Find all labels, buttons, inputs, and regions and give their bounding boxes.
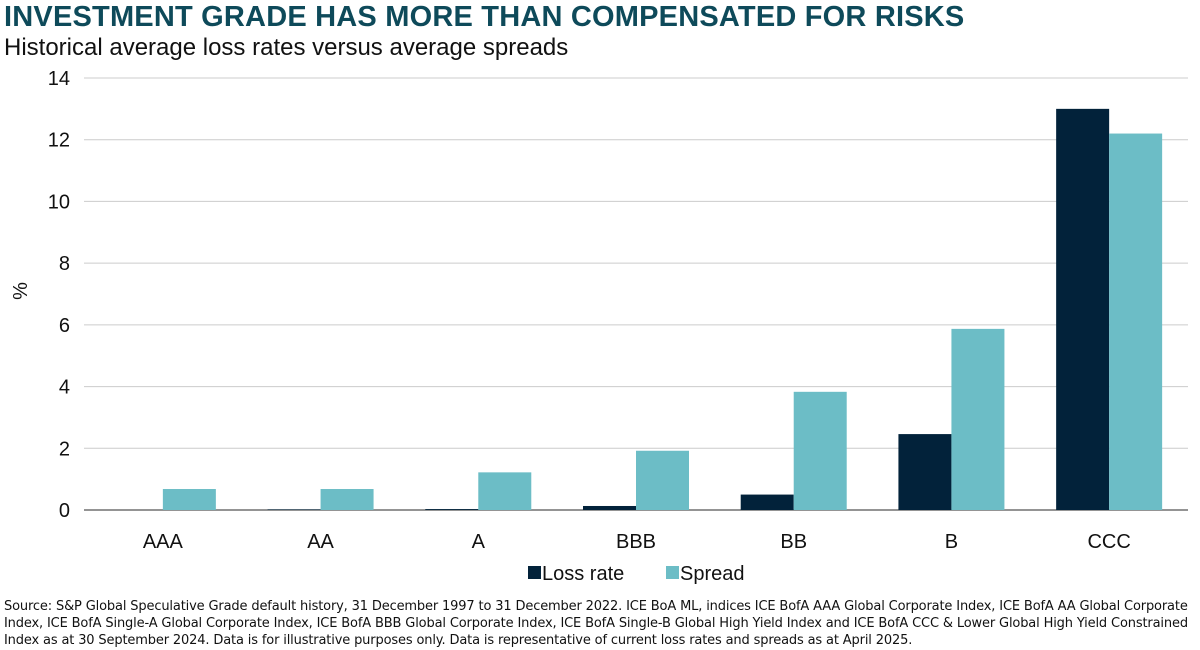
y-tick-label: 4 (59, 377, 70, 399)
x-tick-label: AA (307, 531, 334, 553)
bar-spread-bbb (636, 450, 689, 510)
x-tick-label: AAA (143, 531, 184, 553)
x-tick-label: A (472, 531, 486, 553)
y-tick-label: 0 (59, 500, 70, 522)
legend-swatch-spread (666, 566, 679, 579)
bar-spread-aaa (162, 489, 216, 510)
bar-spread-bb (793, 391, 847, 510)
y-tick-label: 14 (48, 68, 70, 90)
source-note: Source: S&P Global Speculative Grade def… (4, 599, 1188, 648)
legend: Loss rate Spread (528, 563, 745, 585)
legend-swatch-loss-rate (528, 566, 541, 579)
bar-loss-rate-b (898, 434, 952, 510)
legend-label-loss-rate: Loss rate (542, 563, 624, 585)
bar-loss-rate-aa (267, 509, 321, 510)
bar-loss-rate-bbb (583, 505, 636, 510)
y-tick-label: 10 (48, 191, 70, 213)
y-axis-label: % (10, 282, 32, 300)
legend-label-spread: Spread (680, 563, 745, 585)
y-tick-label: 12 (48, 130, 70, 152)
bar-spread-ccc (1109, 133, 1163, 511)
y-tick-labels: 0 2 4 6 8 10 12 14 (48, 68, 70, 522)
x-tick-label: B (945, 531, 958, 553)
bar-loss-rate-a (425, 509, 479, 510)
x-tick-label: CCC (1087, 531, 1130, 553)
x-tick-label: BB (780, 531, 807, 553)
bar-loss-rate-ccc (1056, 108, 1110, 510)
bar-spread-a (478, 472, 532, 510)
y-tick-label: 6 (59, 315, 70, 337)
bar-loss-rate-bb (740, 494, 794, 510)
chart-subtitle: Historical average loss rates versus ave… (4, 34, 569, 61)
x-tick-labels: AAA AA A BBB BB B CCC (143, 531, 1131, 553)
y-tick-label: 8 (59, 253, 70, 275)
y-tick-label: 2 (59, 438, 70, 460)
bars (162, 108, 1163, 511)
bar-spread-b (951, 328, 1005, 510)
gridlines (84, 77, 1188, 511)
x-tick-label: BBB (616, 531, 656, 553)
bar-spread-aa (320, 489, 374, 510)
chart-title: INVESTMENT GRADE HAS MORE THAN COMPENSAT… (4, 1, 965, 33)
